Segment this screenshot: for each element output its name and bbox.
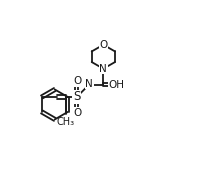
Text: N: N xyxy=(85,79,93,89)
Text: OH: OH xyxy=(109,79,125,90)
Text: S: S xyxy=(73,90,80,103)
Text: O: O xyxy=(73,108,82,118)
Text: O: O xyxy=(73,76,82,86)
Text: CH₃: CH₃ xyxy=(57,117,75,127)
Text: O: O xyxy=(99,40,108,50)
Text: N: N xyxy=(100,64,107,74)
